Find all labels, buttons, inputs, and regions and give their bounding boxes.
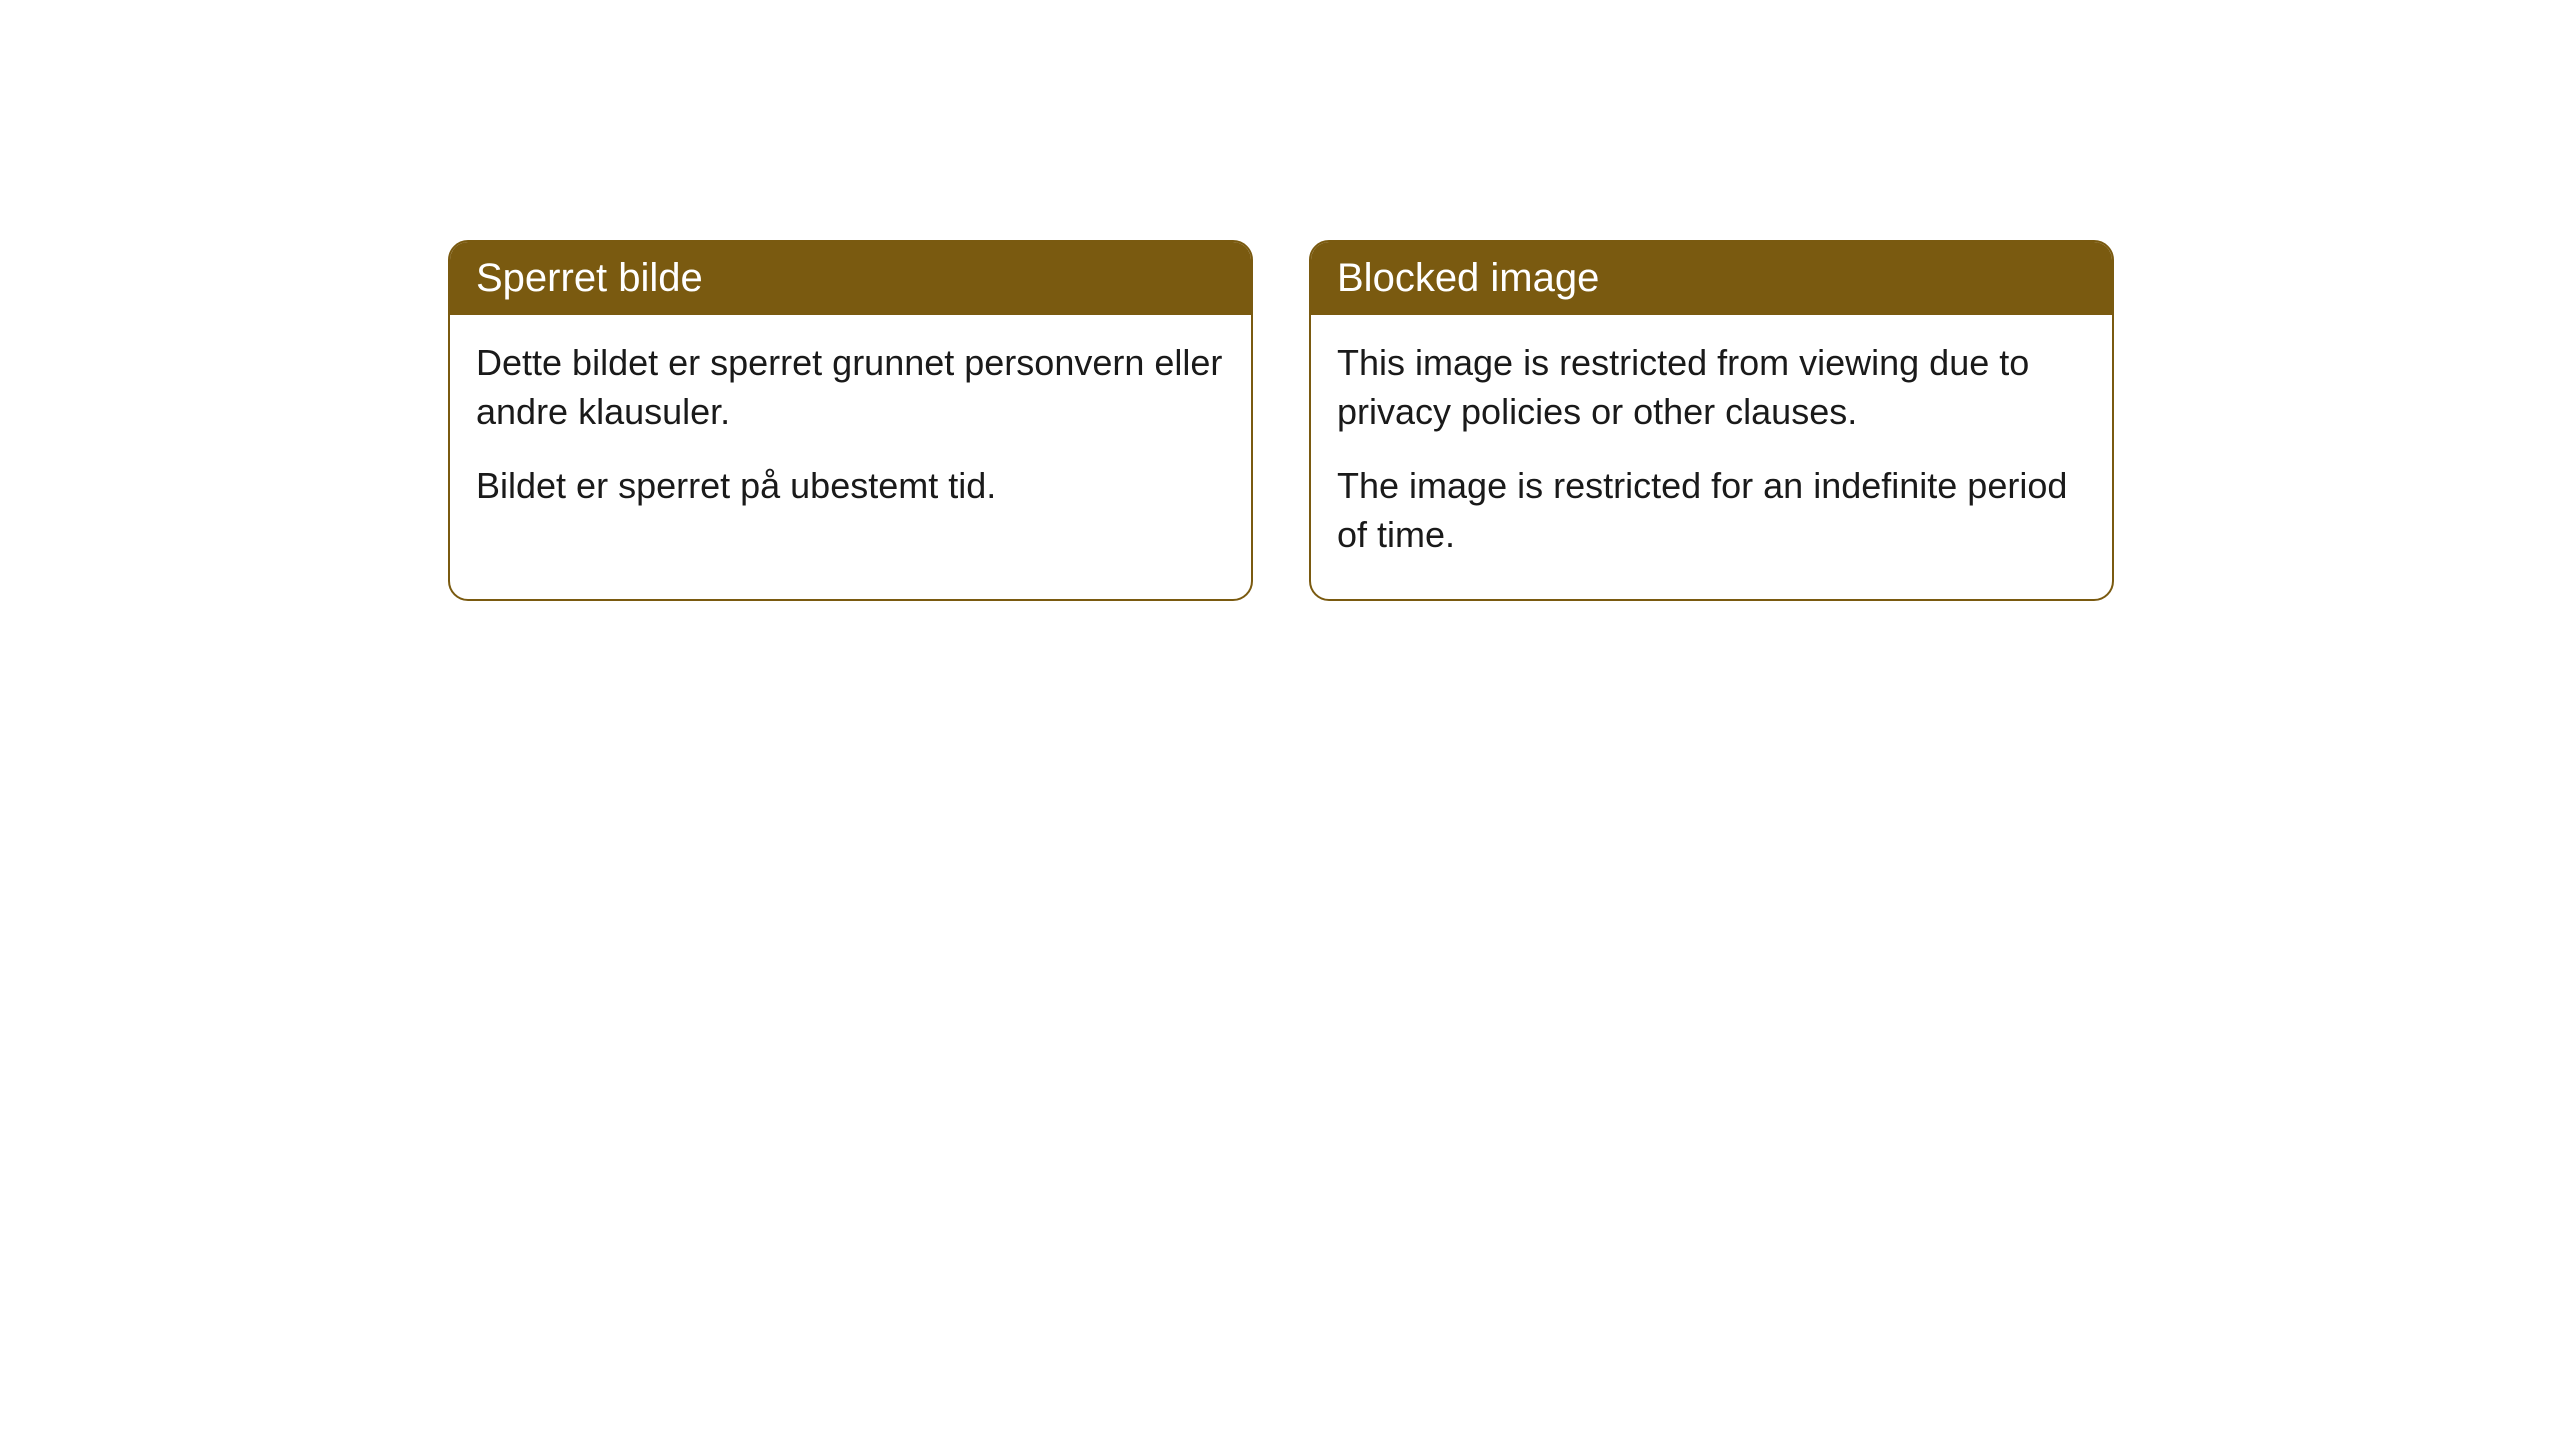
card-paragraph-1: Dette bildet er sperret grunnet personve… [476, 339, 1225, 436]
card-paragraph-1: This image is restricted from viewing du… [1337, 339, 2086, 436]
notice-container: Sperret bilde Dette bildet er sperret gr… [448, 240, 2114, 601]
card-title: Sperret bilde [476, 256, 703, 300]
blocked-image-card-english: Blocked image This image is restricted f… [1309, 240, 2114, 601]
card-body: Dette bildet er sperret grunnet personve… [450, 315, 1251, 551]
card-paragraph-2: The image is restricted for an indefinit… [1337, 462, 2086, 559]
card-body: This image is restricted from viewing du… [1311, 315, 2112, 599]
card-header: Blocked image [1311, 242, 2112, 315]
card-paragraph-2: Bildet er sperret på ubestemt tid. [476, 462, 1225, 511]
blocked-image-card-norwegian: Sperret bilde Dette bildet er sperret gr… [448, 240, 1253, 601]
card-header: Sperret bilde [450, 242, 1251, 315]
card-title: Blocked image [1337, 256, 1599, 300]
